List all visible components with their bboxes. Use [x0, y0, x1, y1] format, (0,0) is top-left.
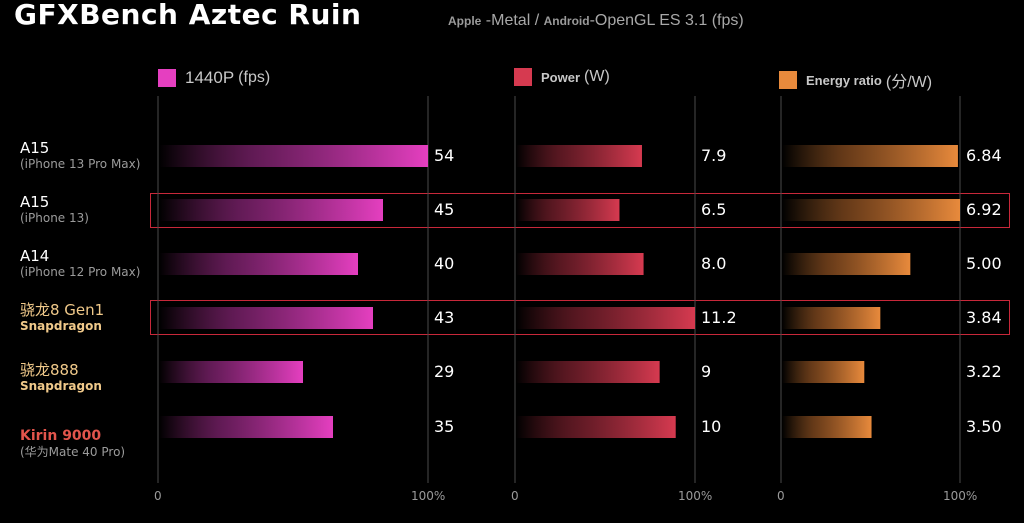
highlight-box-snapdragon-8-gen1: [150, 300, 1010, 335]
bar-power: [516, 253, 644, 275]
value-label-energy: 6.84: [966, 146, 1002, 165]
chart-subtitle: Apple -Metal / Android-OpenGL ES 3.1 (fp…: [448, 12, 744, 30]
device-name: A15: [20, 139, 50, 157]
bar-power: [516, 361, 660, 383]
tick-label-zero: 0: [154, 489, 162, 503]
bar-fps: [159, 199, 383, 221]
bar-energy: [782, 253, 911, 275]
bar-energy: [782, 145, 958, 167]
bar-fps: [159, 361, 303, 383]
value-label-power: 11.2: [701, 308, 737, 327]
bar-energy: [782, 361, 865, 383]
device-label-a14: A14 (iPhone 12 Pro Max): [20, 248, 140, 280]
device-name: 骁龙888: [20, 361, 79, 379]
subtitle-rest: -OpenGL ES 3.1 (fps): [589, 12, 744, 29]
device-model: (iPhone 13): [20, 211, 89, 225]
value-label-fps: 45: [434, 200, 455, 219]
subtitle-metal: -Metal /: [481, 12, 544, 29]
value-label-energy: 3.22: [966, 362, 1002, 381]
bar-energy: [782, 416, 872, 438]
device-label-a15: A15 (iPhone 13): [20, 194, 89, 226]
chart-title: GFXBench Aztec Ruin: [14, 0, 362, 31]
device-model: Snapdragon: [20, 319, 102, 333]
legend-energy: Energy ratio (分/W): [779, 68, 932, 92]
value-label-power: 6.5: [701, 200, 727, 219]
value-label-power: 7.9: [701, 146, 727, 165]
device-name: 骁龙8 Gen1: [20, 301, 105, 319]
device-name: A14: [20, 247, 50, 265]
bar-power: [516, 199, 620, 221]
bar-fps: [159, 307, 373, 329]
bar-power: [516, 416, 676, 438]
device-model: Snapdragon: [20, 379, 102, 393]
device-model: (iPhone 13 Pro Max): [20, 157, 141, 171]
device-name: A15: [20, 193, 50, 211]
value-label-fps: 29: [434, 362, 455, 381]
value-label-fps: 54: [434, 146, 455, 165]
legend-power: Power (W): [514, 68, 610, 86]
legend-unit-energy: (分/W): [885, 74, 933, 91]
bar-energy: [782, 199, 960, 221]
device-label-a15-pro-max: A15 (iPhone 13 Pro Max): [20, 140, 140, 172]
legend-fps: 1440P (fps): [158, 68, 270, 88]
legend-label-power: Power: [541, 69, 581, 85]
device-model: (华为Mate 40 Pro): [20, 445, 126, 459]
device-label-kirin-9000: Kirin 9000 (华为Mate 40 Pro): [20, 428, 125, 460]
legend-unit-fps: (fps): [238, 69, 271, 86]
value-label-energy: 5.00: [966, 254, 1002, 273]
value-label-energy: 6.92: [966, 200, 1002, 219]
legend-swatch-fps: [158, 69, 176, 87]
value-label-power: 9: [701, 362, 712, 381]
tick-label-max: 100%: [678, 489, 713, 503]
device-model: (iPhone 12 Pro Max): [20, 265, 141, 279]
device-label-snapdragon-888: 骁龙888 Snapdragon: [20, 362, 102, 394]
subtitle-apple: Apple: [448, 14, 482, 28]
value-label-fps: 40: [434, 254, 455, 273]
value-label-energy: 3.50: [966, 417, 1002, 436]
value-label-fps: 35: [434, 417, 455, 436]
legend-label-energy: Energy ratio: [806, 72, 882, 88]
bar-energy: [782, 307, 881, 329]
device-name: Kirin 9000: [20, 428, 102, 444]
value-label-energy: 3.84: [966, 308, 1002, 327]
bar-power: [516, 307, 695, 329]
legend-unit-power: (W): [584, 68, 610, 85]
value-label-fps: 43: [434, 308, 455, 327]
bar-power: [516, 145, 642, 167]
legend-label-fps: 1440P: [185, 68, 235, 87]
highlight-box-iphone-13: [150, 193, 1010, 228]
tick-label-zero: 0: [777, 489, 785, 503]
tick-label-max: 100%: [411, 489, 446, 503]
device-label-snapdragon-8-gen1: 骁龙8 Gen1 Snapdragon: [20, 302, 104, 334]
bar-fps: [159, 253, 358, 275]
value-label-power: 8.0: [701, 254, 727, 273]
value-label-power: 10: [701, 417, 722, 436]
bar-fps: [159, 416, 333, 438]
bar-fps: [159, 145, 428, 167]
subtitle-android: Android: [543, 14, 590, 28]
legend-swatch-power: [514, 68, 532, 86]
tick-label-max: 100%: [943, 489, 978, 503]
legend-swatch-energy: [779, 71, 797, 89]
tick-label-zero: 0: [511, 489, 519, 503]
